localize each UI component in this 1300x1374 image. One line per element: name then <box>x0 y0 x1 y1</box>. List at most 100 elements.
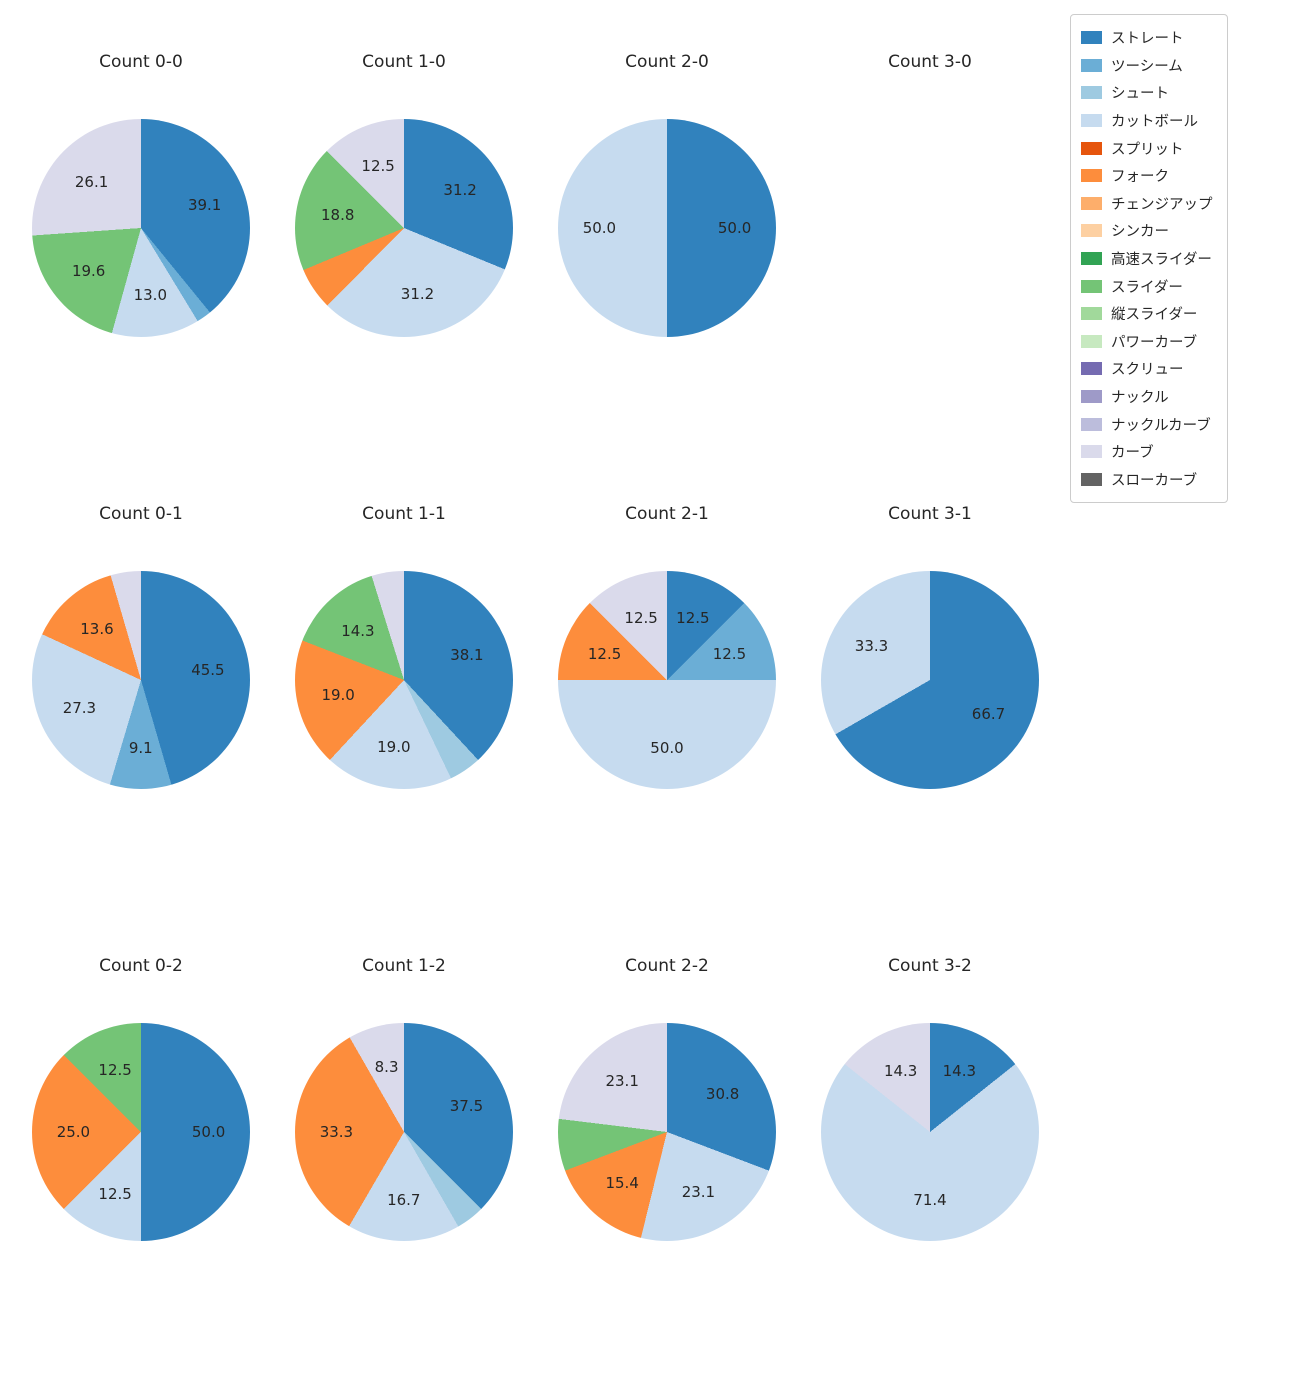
legend-item: スクリュー <box>1081 355 1213 383</box>
legend-color-swatch <box>1081 445 1102 459</box>
chart-cell-count-3-2: Count 3-2 14.3 71.4 14.3 <box>805 954 1055 1374</box>
chart-title: Count 1-2 <box>362 956 446 976</box>
legend-color-swatch <box>1081 252 1102 266</box>
legend-item-label: ナックルカーブ <box>1111 417 1211 434</box>
legend-color-swatch <box>1081 472 1102 486</box>
chart-title: Count 2-0 <box>625 52 709 72</box>
slice-label: 19.6 <box>71 261 106 280</box>
legend-item-label: カットボール <box>1111 114 1198 131</box>
slice-label: 16.7 <box>387 1190 421 1209</box>
legend-item: ナックル <box>1081 383 1213 411</box>
chart-cell-count-1-1: Count 1-1 38.1 19.0 19.0 14.3 <box>279 502 529 922</box>
chart-cell-count-1-2: Count 1-2 37.5 16.7 33.3 8.3 <box>279 954 529 1374</box>
pie-chart: 30.8 23.1 15.4 23.1 <box>558 1023 776 1241</box>
slice-label: 31.2 <box>443 181 477 200</box>
legend-item: チェンジアップ <box>1081 190 1213 218</box>
legend-item: シンカー <box>1081 217 1213 245</box>
legend-item-label: ナックル <box>1111 390 1169 407</box>
slice-label: 12.5 <box>98 1185 132 1204</box>
slice-label: 38.1 <box>450 646 484 665</box>
legend-item-label: シュート <box>1111 86 1169 103</box>
legend-color-swatch <box>1081 279 1102 293</box>
slice-label: 50.0 <box>650 738 684 757</box>
legend-color-swatch <box>1081 224 1102 238</box>
legend-item: カーブ <box>1081 438 1213 466</box>
legend-item: スライダー <box>1081 272 1213 300</box>
legend-item: ツーシーム <box>1081 52 1213 80</box>
legend-item: スローカーブ <box>1081 466 1213 494</box>
chart-title: Count 0-0 <box>99 52 183 72</box>
slice-label: 37.5 <box>449 1097 484 1116</box>
slice-label: 33.3 <box>319 1122 354 1141</box>
pie-chart: 31.2 31.2 18.8 12.5 <box>295 119 513 337</box>
legend-item: ナックルカーブ <box>1081 410 1213 438</box>
legend-item: ストレート <box>1081 24 1213 52</box>
chart-title: Count 0-2 <box>99 956 183 976</box>
slice-label: 9.1 <box>128 738 153 757</box>
legend-item: スプリット <box>1081 134 1213 162</box>
pie-chart: 50.0 50.0 <box>558 119 776 337</box>
slice-label: 14.3 <box>942 1062 977 1081</box>
legend: ストレート ツーシーム シュート カットボール スプリット フォーク チェンジアップ シンカー… <box>1070 14 1228 504</box>
legend-item: 高速スライダー <box>1081 245 1213 273</box>
legend-item-label: スプリット <box>1111 141 1184 158</box>
legend-item-label: スローカーブ <box>1111 472 1198 489</box>
chart-cell-count-3-1: Count 3-1 66.7 33.3 <box>805 502 1055 922</box>
slice-label: 12.5 <box>587 645 622 664</box>
pie-chart: 12.5 12.5 50.0 12.5 12.5 <box>558 571 776 789</box>
legend-color-swatch <box>1081 169 1102 183</box>
chart-cell-count-0-0: Count 0-0 39.1 13.0 19.6 26.1 <box>16 50 266 470</box>
slice-label: 19.0 <box>377 737 411 756</box>
legend-item-label: ストレート <box>1111 31 1184 48</box>
slice-label: 66.7 <box>971 704 1006 723</box>
legend-item-label: シンカー <box>1111 224 1169 241</box>
chart-cell-count-3-0: Count 3-0 <box>805 50 1055 470</box>
legend-item-label: スクリュー <box>1111 362 1184 379</box>
slice-label: 12.5 <box>676 608 710 627</box>
slice-label: 8.3 <box>374 1057 399 1076</box>
legend-color-swatch <box>1081 58 1102 72</box>
slice-label: 26.1 <box>74 172 109 191</box>
slice-label: 14.3 <box>883 1062 918 1081</box>
pie-chart: 50.0 12.5 25.0 12.5 <box>32 1023 250 1241</box>
legend-item-label: 高速スライダー <box>1111 252 1212 269</box>
pie-chart: 37.5 16.7 33.3 8.3 <box>295 1023 513 1241</box>
slice-label: 14.3 <box>341 621 375 640</box>
chart-title: Count 2-2 <box>625 956 709 976</box>
chart-cell-count-2-2: Count 2-2 30.8 23.1 15.4 23.1 <box>542 954 792 1374</box>
legend-color-swatch <box>1081 196 1102 210</box>
legend-item-label: パワーカーブ <box>1111 334 1198 351</box>
slice-label: 45.5 <box>191 661 225 680</box>
chart-cell-count-2-0: Count 2-0 50.0 50.0 <box>542 50 792 470</box>
legend-item: 縦スライダー <box>1081 300 1213 328</box>
legend-color-swatch <box>1081 307 1102 321</box>
chart-cell-count-2-1: Count 2-1 12.5 12.5 50.0 12.5 12.5 <box>542 502 792 922</box>
slice-label: 12.5 <box>712 645 747 664</box>
chart-title: Count 3-0 <box>888 52 972 72</box>
chart-title: Count 0-1 <box>99 504 183 524</box>
chart-cell-count-1-0: Count 1-0 31.2 31.2 18.8 12.5 <box>279 50 529 470</box>
legend-color-swatch <box>1081 141 1102 155</box>
slice-label: 12.5 <box>98 1060 132 1079</box>
legend-color-swatch <box>1081 86 1102 100</box>
chart-title: Count 2-1 <box>625 504 709 524</box>
pie-chart: 14.3 71.4 14.3 <box>821 1023 1039 1241</box>
slice-label: 27.3 <box>62 698 97 717</box>
legend-item: シュート <box>1081 79 1213 107</box>
slice-label: 50.0 <box>191 1123 226 1141</box>
chart-cell-count-0-1: Count 0-1 45.5 9.1 27.3 13.6 <box>16 502 266 922</box>
legend-color-swatch <box>1081 362 1102 376</box>
pie-chart: 45.5 9.1 27.3 13.6 <box>32 571 250 789</box>
slice-label: 23.1 <box>605 1072 639 1091</box>
slice-label: 12.5 <box>361 156 395 175</box>
legend-color-swatch <box>1081 417 1102 431</box>
slice-label: 13.6 <box>80 619 114 638</box>
legend-item-label: カーブ <box>1111 445 1154 462</box>
pie-chart: 66.7 33.3 <box>821 571 1039 789</box>
slice-label: 50.0 <box>717 219 752 237</box>
slice-label: 23.1 <box>681 1182 716 1201</box>
chart-title: Count 3-1 <box>888 504 972 524</box>
slice-label: 15.4 <box>605 1173 639 1192</box>
pie-chart: 38.1 19.0 19.0 14.3 <box>295 571 513 789</box>
slice-label: 13.0 <box>133 285 167 304</box>
